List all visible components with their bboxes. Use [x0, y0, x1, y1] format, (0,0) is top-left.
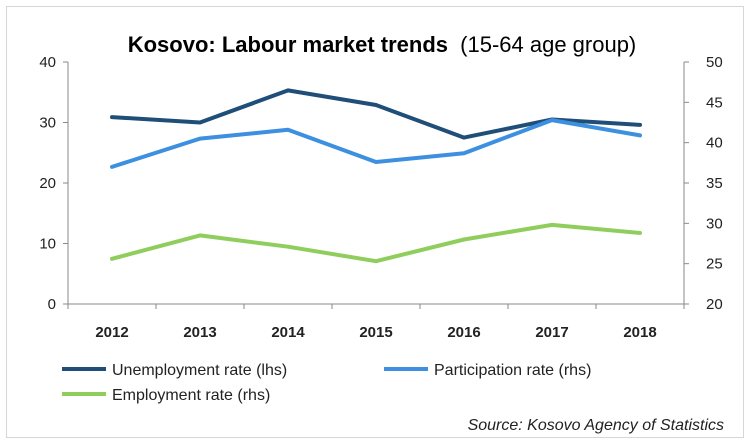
chart-title: Kosovo: Labour market trends (15-64 age … [128, 32, 637, 57]
left-tick-label: 30 [39, 115, 56, 132]
right-tick-label: 25 [706, 256, 723, 273]
chart-subtitle: (15-64 age group) [460, 32, 636, 57]
right-tick-label: 40 [706, 135, 723, 152]
series-line-unemployment [110, 88, 642, 140]
left-tick-label: 20 [39, 175, 56, 192]
right-tick-label: 30 [706, 215, 723, 232]
left-tick-label: 40 [39, 54, 56, 71]
chart-title-main: Kosovo: Labour market trends [128, 32, 448, 57]
x-axis-ticks: 2012 2013 2014 2015 2016 2017 2018 [67, 304, 685, 341]
x-tick-label: 2018 [623, 324, 656, 341]
source-note: Source: Kosovo Agency of Statistics [468, 417, 724, 434]
legend-label-employment: Employment rate (rhs) [112, 387, 270, 404]
legend: Unemployment rate (lhs) Participation ra… [62, 362, 591, 404]
legend-label-unemployment: Unemployment rate (lhs) [112, 362, 287, 379]
right-tick-label: 35 [706, 175, 723, 192]
series-line-employment [110, 222, 642, 264]
right-tick-label: 45 [706, 94, 723, 111]
x-tick-label: 2015 [359, 324, 392, 341]
right-tick-label: 50 [706, 54, 723, 71]
x-tick-label: 2014 [271, 324, 305, 341]
right-tick-label: 20 [706, 296, 723, 313]
x-tick-label: 2012 [95, 324, 128, 341]
left-axis-ticks: 0 10 20 30 40 [39, 54, 68, 313]
x-tick-label: 2013 [183, 324, 216, 341]
chart-frame [6, 6, 744, 438]
left-tick-label: 0 [48, 296, 56, 313]
legend-label-participation: Participation rate (rhs) [434, 362, 591, 379]
left-tick-label: 10 [39, 236, 56, 253]
series-line-participation [110, 118, 642, 169]
x-tick-label: 2016 [447, 324, 480, 341]
x-tick-label: 2017 [535, 324, 568, 341]
series-lines [110, 88, 642, 264]
right-axis-ticks: 20 25 30 35 40 45 50 [684, 54, 723, 313]
